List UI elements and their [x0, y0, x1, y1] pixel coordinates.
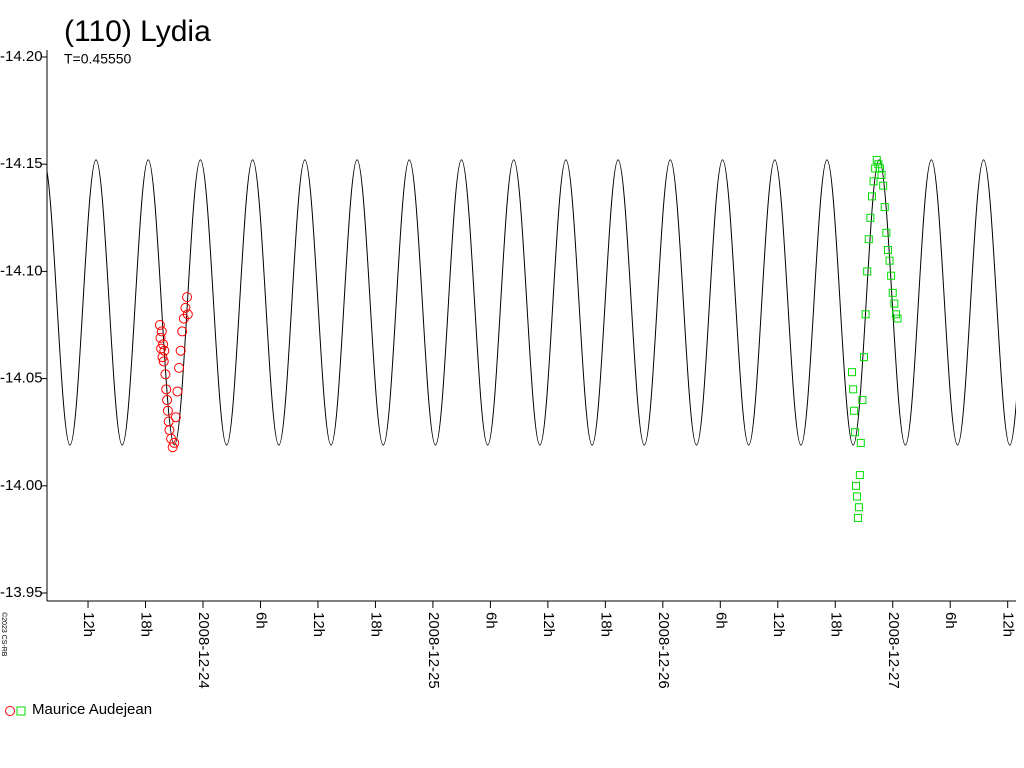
- data-point: [872, 155, 881, 164]
- data-point: [159, 345, 170, 356]
- x-tick-label: 12h: [1000, 612, 1017, 637]
- data-point: [877, 170, 886, 179]
- y-tick-label: -14.00: [0, 477, 43, 494]
- plot-area: [47, 155, 1016, 522]
- data-point: [852, 481, 861, 490]
- y-tick-label: -14.10: [0, 262, 43, 279]
- data-point: [864, 235, 873, 244]
- x-tick-label: 18h: [138, 612, 155, 637]
- legend-symbol: [16, 706, 26, 716]
- y-tick-label: -14.20: [0, 48, 43, 65]
- data-point: [158, 339, 169, 350]
- chart-subtitle: T=0.45550: [64, 51, 132, 67]
- data-point: [854, 503, 863, 512]
- data-point: [851, 428, 860, 437]
- data-point: [893, 314, 902, 323]
- data-point: [155, 332, 166, 343]
- data-point: [860, 353, 868, 362]
- data-point: [162, 395, 173, 406]
- data-point: [169, 437, 180, 448]
- model-curve: [47, 159, 1016, 446]
- data-point: [177, 326, 188, 337]
- data-point: [883, 245, 892, 254]
- data-point: [172, 386, 183, 397]
- data-point: [154, 320, 165, 330]
- data-point: [182, 309, 193, 320]
- x-tick-label: 2008-12-26: [655, 612, 672, 689]
- x-tick-label: 18h: [367, 612, 384, 637]
- x-tick-label: 18h: [827, 612, 844, 637]
- data-point: [182, 292, 193, 303]
- data-point: [858, 396, 867, 405]
- data-point: [856, 438, 865, 447]
- data-point: [170, 412, 181, 423]
- data-point: [157, 352, 168, 363]
- data-point: [850, 406, 859, 415]
- data-point: [158, 356, 169, 367]
- data-point: [853, 513, 862, 522]
- data-point: [855, 471, 864, 480]
- data-point: [887, 271, 896, 280]
- x-tick-label: 6h: [942, 612, 959, 629]
- data-point: [869, 177, 878, 186]
- data-point: [167, 442, 178, 453]
- data-point: [880, 203, 889, 212]
- data-point: [882, 228, 891, 237]
- data-point: [875, 164, 884, 173]
- data-point: [888, 288, 897, 297]
- x-tick-label: 18h: [597, 612, 614, 637]
- data-point: [160, 369, 171, 380]
- legend-label: Maurice Audejean: [32, 701, 152, 718]
- data-point: [874, 160, 883, 169]
- data-point: [852, 492, 861, 501]
- x-tick-label: 12h: [80, 612, 97, 637]
- x-tick-label: 2008-12-27: [885, 612, 902, 689]
- data-point: [879, 181, 888, 190]
- y-tick-label: -14.05: [0, 370, 43, 387]
- data-point: [885, 256, 894, 265]
- data-point: [156, 326, 167, 337]
- data-point: [180, 302, 191, 313]
- legend-symbol: [5, 706, 15, 716]
- data-point: [867, 192, 876, 201]
- data-point: [175, 345, 186, 356]
- x-tick-label: 12h: [310, 612, 327, 637]
- data-point: [849, 385, 858, 394]
- credit: ©2023 CS-RB: [0, 612, 8, 657]
- x-tick-label: 2008-12-24: [195, 612, 212, 689]
- data-point: [866, 213, 875, 222]
- data-point: [848, 368, 857, 377]
- x-tick-label: 2008-12-25: [425, 612, 442, 689]
- data-point: [863, 267, 872, 276]
- y-tick-label: -14.15: [0, 155, 43, 172]
- y-tick-label: -13.95: [0, 584, 43, 601]
- data-point: [890, 299, 899, 308]
- chart-title: (110) Lydia: [64, 15, 211, 48]
- data-point: [162, 405, 173, 416]
- x-tick-label: 6h: [712, 612, 729, 629]
- data-point: [891, 310, 900, 319]
- x-tick-label: 6h: [482, 612, 499, 629]
- data-point: [164, 425, 175, 436]
- data-point: [174, 362, 185, 373]
- x-tick-label: 12h: [540, 612, 557, 637]
- data-point: [161, 384, 172, 395]
- x-tick-label: 12h: [770, 612, 787, 637]
- data-point: [861, 310, 870, 319]
- x-tick-label: 6h: [253, 612, 270, 629]
